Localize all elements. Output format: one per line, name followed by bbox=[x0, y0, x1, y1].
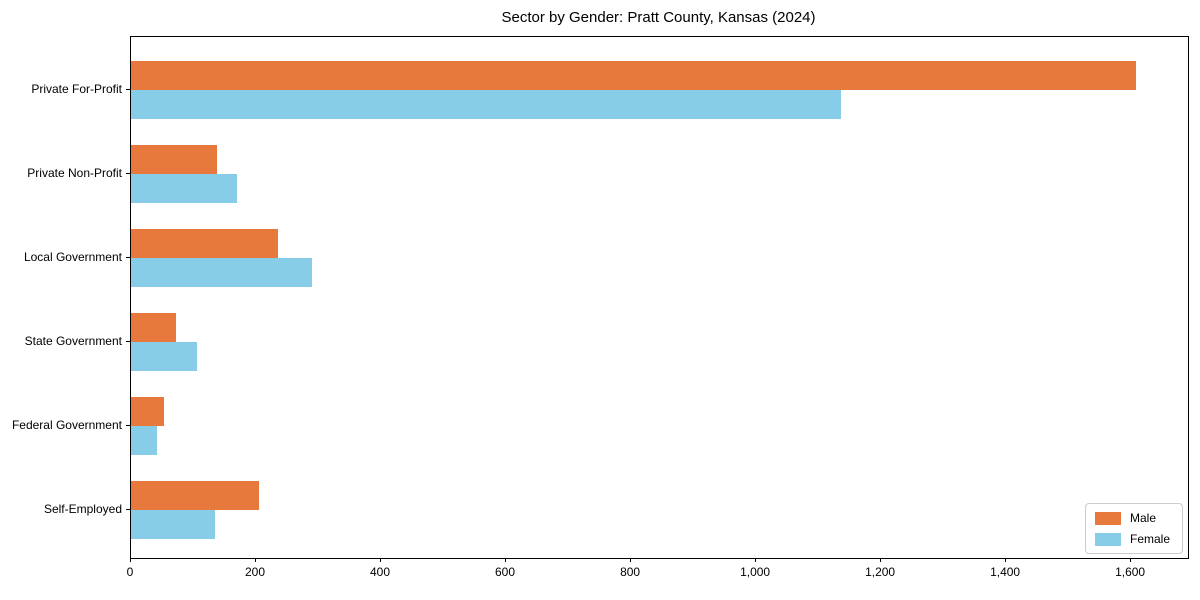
x-tick-label: 800 bbox=[620, 565, 641, 579]
x-tick-mark bbox=[630, 558, 632, 562]
legend-entry-male: Male bbox=[1094, 511, 1170, 525]
y-tick-label: State Government bbox=[24, 334, 122, 348]
bar-female-2 bbox=[131, 258, 313, 287]
x-tick-label: 1,200 bbox=[865, 565, 896, 579]
x-tick-mark bbox=[880, 558, 882, 562]
plot-area: Male Female bbox=[130, 36, 1189, 559]
x-tick-label: 1,400 bbox=[990, 565, 1021, 579]
x-tick-mark bbox=[755, 558, 757, 562]
bar-male-5 bbox=[131, 481, 260, 510]
y-tick-mark bbox=[126, 425, 130, 426]
bar-male-2 bbox=[131, 229, 278, 258]
x-tick-label: 400 bbox=[369, 565, 391, 579]
y-tick-label: Local Government bbox=[23, 250, 122, 264]
x-tick-mark bbox=[1005, 558, 1007, 562]
bar-male-4 bbox=[131, 397, 164, 426]
y-tick-mark bbox=[126, 89, 130, 90]
legend: Male Female bbox=[1084, 503, 1183, 554]
bar-female-4 bbox=[131, 426, 158, 455]
y-tick-label: Self-Employed bbox=[43, 502, 122, 516]
legend-label-male: Male bbox=[1129, 511, 1156, 525]
y-tick-mark bbox=[126, 509, 130, 510]
x-tick-mark bbox=[1130, 558, 1132, 562]
x-tick-label: 1,600 bbox=[1115, 565, 1146, 579]
legend-swatch-male bbox=[1094, 511, 1121, 525]
bar-male-0 bbox=[131, 61, 1137, 90]
chart-title: Sector by Gender: Pratt County, Kansas (… bbox=[501, 9, 816, 26]
bar-female-1 bbox=[131, 174, 238, 203]
x-tick-label: 1,000 bbox=[740, 565, 771, 579]
bar-male-3 bbox=[131, 313, 176, 342]
legend-entry-female: Female bbox=[1094, 532, 1170, 546]
bars-layer bbox=[131, 37, 1188, 558]
legend-swatch-female bbox=[1094, 532, 1121, 546]
bar-female-5 bbox=[131, 510, 216, 539]
y-tick-mark bbox=[126, 257, 130, 258]
y-tick-mark bbox=[126, 173, 130, 174]
bar-male-1 bbox=[131, 145, 218, 174]
x-tick-mark bbox=[505, 558, 506, 562]
x-tick-mark bbox=[130, 558, 131, 562]
bar-female-3 bbox=[131, 342, 197, 371]
bar-female-0 bbox=[131, 90, 841, 119]
x-tick-label: 600 bbox=[494, 565, 516, 579]
x-tick-mark bbox=[380, 558, 381, 562]
y-tick-label: Federal Government bbox=[11, 418, 122, 432]
x-tick-label: 200 bbox=[244, 565, 266, 579]
y-tick-label: Private For-Profit bbox=[31, 82, 122, 96]
y-tick-label: Private Non-Profit bbox=[27, 166, 122, 180]
legend-label-female: Female bbox=[1129, 532, 1170, 546]
x-tick-mark bbox=[255, 558, 256, 562]
x-tick-label: 0 bbox=[126, 565, 134, 579]
y-tick-mark bbox=[126, 341, 130, 342]
